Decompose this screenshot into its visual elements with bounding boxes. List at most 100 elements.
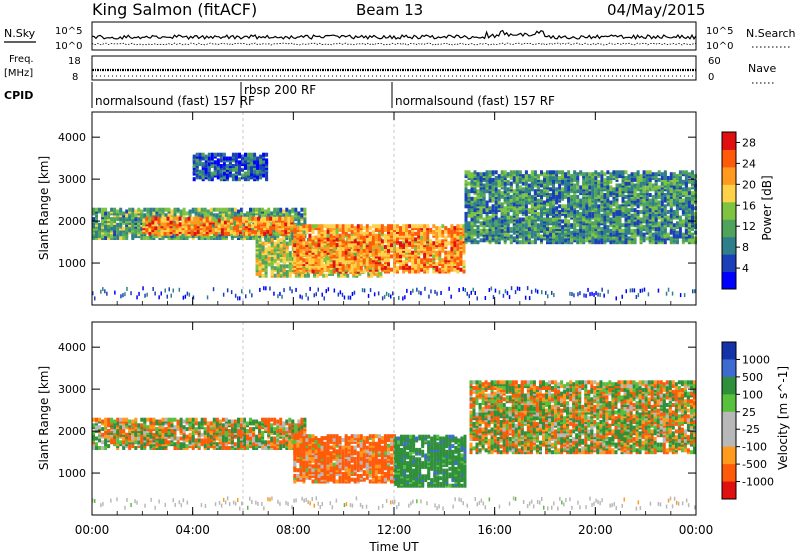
data-cell (92, 207, 95, 212)
data-cell (281, 222, 285, 227)
data-cell (371, 235, 375, 240)
data-cell (564, 238, 568, 243)
data-cell (282, 213, 286, 218)
data-cell (396, 224, 399, 229)
data-cell (603, 217, 607, 222)
data-cell (335, 258, 339, 263)
data-cell (196, 222, 200, 227)
data-cell (251, 216, 255, 221)
data-cell (254, 220, 258, 225)
data-cell (269, 216, 273, 221)
data-cell (552, 221, 555, 226)
data-cell (540, 170, 543, 175)
data-cell (293, 224, 297, 229)
data-cell (263, 216, 267, 221)
data-cell (678, 234, 682, 239)
data-cell (645, 194, 649, 199)
data-cell (636, 215, 640, 220)
data-cell (414, 224, 418, 229)
data-cell (332, 224, 336, 229)
data-cell (500, 170, 504, 175)
data-cell (606, 185, 610, 190)
data-cell (169, 220, 173, 225)
data-cell (194, 207, 198, 212)
data-cell (633, 228, 637, 233)
data-cell (594, 176, 598, 180)
data-cell (488, 185, 492, 190)
data-cell (657, 177, 661, 182)
data-cell (633, 221, 637, 226)
data-cell (212, 207, 216, 212)
data-cell (125, 209, 129, 214)
data-cell (264, 247, 268, 252)
data-cell (134, 234, 138, 239)
data-cell (558, 185, 562, 190)
data-cell (368, 245, 372, 249)
data-cell (546, 208, 549, 213)
data-cell (473, 196, 477, 201)
data-cell (518, 227, 522, 231)
data-cell (467, 189, 471, 194)
data-cell (494, 176, 498, 180)
data-cell (603, 221, 607, 226)
data-cell (92, 217, 95, 222)
data-cell (215, 213, 219, 218)
data-cell (543, 200, 546, 205)
data-cell (609, 200, 613, 205)
data-cell (393, 243, 396, 248)
data-cell (296, 239, 300, 244)
data-cell (251, 229, 255, 234)
data-cell (260, 228, 264, 232)
data-cell (675, 174, 679, 179)
data-cell (207, 171, 211, 176)
data-cell (173, 234, 177, 239)
data-cell (249, 236, 252, 240)
data-cell (314, 248, 318, 253)
data-cell (645, 176, 649, 180)
data-cell (530, 240, 534, 245)
data-cell (287, 216, 291, 221)
data-cell (669, 208, 673, 213)
data-cell (258, 262, 262, 267)
data-cell (588, 194, 592, 199)
data-cell (402, 265, 406, 270)
data-cell (396, 246, 399, 251)
data-cell (95, 207, 98, 212)
data-cell (450, 224, 454, 229)
data-cell (546, 189, 549, 194)
data-cell (365, 228, 369, 232)
data-cell (642, 225, 646, 230)
data-cell (95, 234, 98, 239)
data-cell (576, 234, 580, 239)
data-cell (509, 194, 513, 199)
data-cell (210, 156, 214, 161)
data-cell (179, 209, 183, 214)
data-cell (467, 174, 471, 179)
data-cell (600, 191, 604, 196)
data-cell (101, 211, 105, 216)
data-cell (450, 267, 454, 272)
data-cell (329, 228, 333, 232)
data-cell (603, 177, 607, 182)
data-cell (615, 183, 619, 188)
data-cell (206, 209, 210, 214)
data-cell (285, 253, 289, 257)
data-cell (666, 183, 670, 188)
data-cell (226, 228, 230, 232)
data-cell (242, 226, 245, 231)
beam-title: Beam 13 (356, 1, 423, 19)
data-cell (609, 236, 613, 241)
data-cell (636, 221, 640, 226)
data-cell (390, 243, 393, 248)
data-cell (639, 183, 643, 188)
data-cell (198, 162, 202, 167)
data-cell (476, 225, 480, 230)
data-cell (570, 230, 574, 235)
data-cell (543, 228, 546, 233)
data-cell (470, 202, 474, 207)
data-cell (654, 185, 658, 190)
data-cell (441, 248, 445, 253)
data-cell (624, 181, 628, 186)
data-cell (579, 225, 583, 230)
